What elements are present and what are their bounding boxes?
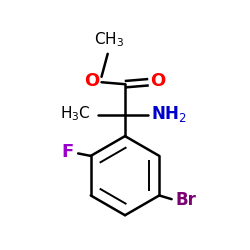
Text: H$_3$C: H$_3$C [60,104,90,123]
Text: O: O [84,72,100,90]
Text: O: O [150,72,166,90]
Text: F: F [62,143,74,161]
Text: NH$_2$: NH$_2$ [151,104,187,124]
Text: Br: Br [175,192,196,210]
Text: CH$_3$: CH$_3$ [94,31,124,49]
